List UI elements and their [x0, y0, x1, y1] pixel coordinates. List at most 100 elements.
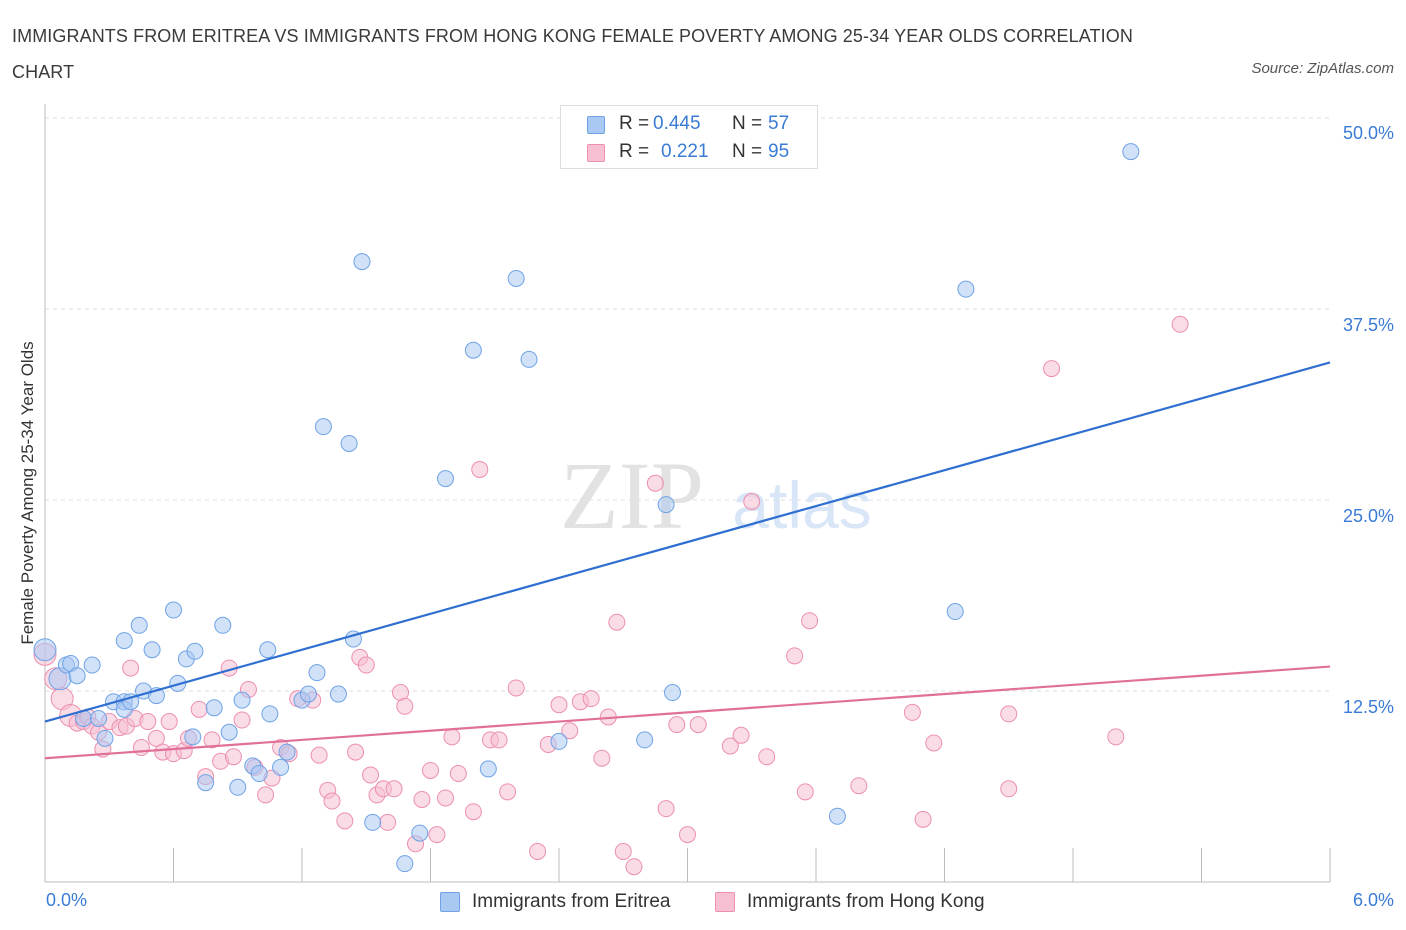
legend-swatch-hong-kong	[587, 144, 605, 162]
hong-kong-point	[668, 716, 686, 734]
trend-line-eritrea	[44, 361, 1331, 723]
hong-kong-point	[147, 729, 165, 747]
hong-kong-point	[758, 748, 776, 766]
y-axis-label: Female Poverty Among 25-34 Year Olds	[18, 341, 37, 645]
hong-kong-point	[347, 743, 365, 761]
eritrea-point	[83, 656, 101, 674]
eritrea-point	[165, 601, 182, 619]
eritrea-point	[250, 765, 268, 783]
eritrea-point	[479, 760, 497, 778]
hong-kong-point	[582, 690, 600, 708]
hong-kong-point	[336, 812, 354, 830]
legend-n-label: N =	[732, 141, 763, 162]
eritrea-point	[143, 641, 161, 659]
eritrea-point	[115, 632, 133, 650]
eritrea-point	[220, 723, 238, 741]
hong-kong-point	[499, 783, 517, 801]
hong-kong-point	[796, 783, 814, 801]
hong-kong-point	[443, 728, 461, 746]
hong-kong-point	[608, 613, 626, 631]
hong-kong-point	[679, 826, 696, 844]
eritrea-point	[299, 685, 317, 703]
hong-kong-point	[396, 697, 414, 715]
y-tick-label-25: 25.0%	[1342, 506, 1394, 526]
hong-kong-point	[436, 789, 454, 807]
hong-kong-point	[507, 679, 525, 697]
legend-r-value: 0.221	[661, 141, 709, 162]
hong-kong-point	[257, 786, 275, 804]
eritrea-point	[464, 341, 482, 359]
hong-kong-point	[561, 722, 579, 740]
legend-r-value: 0.445	[653, 113, 701, 134]
eritrea-point	[657, 496, 675, 514]
hong-kong-point	[689, 716, 707, 734]
hong-kong-point	[190, 700, 208, 718]
hong-kong-point	[529, 842, 547, 860]
eritrea-point	[214, 616, 232, 634]
hong-kong-point	[743, 493, 761, 511]
source-label: Source: ZipAtlas.com	[1251, 60, 1394, 77]
hong-kong-point	[385, 780, 403, 798]
hong-kong-point	[160, 713, 178, 731]
hong-kong-point	[449, 765, 467, 783]
eritrea-point	[272, 758, 290, 776]
hong-kong-point	[310, 746, 328, 764]
hong-kong-point	[428, 826, 446, 844]
legend-r-label: R =	[619, 141, 650, 162]
hong-kong-point	[850, 777, 868, 795]
eritrea-point	[278, 743, 296, 761]
eritrea-point	[957, 280, 975, 298]
hong-kong-point	[625, 858, 643, 876]
eritrea-point	[314, 418, 332, 436]
axes	[44, 104, 1331, 883]
bottom-legend-swatch-eritrea	[440, 892, 460, 912]
hong-kong-point	[362, 766, 380, 784]
eritrea-point	[96, 729, 114, 747]
eritrea-point	[197, 774, 215, 792]
y-tick-label-37-5: 37.5%	[1342, 315, 1394, 335]
eritrea-point	[520, 350, 538, 368]
hong-kong-point	[1043, 360, 1061, 378]
gridlines	[45, 117, 1330, 692]
hong-kong-point	[786, 647, 804, 665]
hong-kong-point	[464, 803, 482, 821]
eritrea-point	[130, 616, 148, 634]
eritrea-point	[1122, 143, 1140, 161]
eritrea-point	[340, 434, 358, 452]
hong-kong-point	[914, 810, 932, 828]
eritrea-point	[396, 855, 414, 873]
eritrea-point	[308, 664, 326, 682]
hong-kong-point	[379, 813, 397, 831]
eritrea-point	[946, 603, 964, 621]
hong-kong-point	[357, 656, 375, 674]
eritrea-point	[68, 667, 86, 685]
hong-kong-point	[1171, 315, 1189, 333]
hong-kong-point	[721, 737, 739, 755]
hong-kong-point	[1107, 728, 1125, 746]
x-tick-label-max: 6.0%	[1352, 890, 1394, 910]
eritrea-point	[828, 807, 846, 825]
watermark-zip: ZIP	[560, 442, 704, 549]
watermark: ZIP atlas	[560, 442, 872, 549]
hong-kong-point	[490, 731, 508, 749]
series-eritrea-points	[33, 143, 1140, 873]
eritrea-point	[664, 684, 682, 702]
hong-kong-point	[132, 739, 150, 757]
legend-n-label: N =	[732, 113, 763, 134]
eritrea-point	[261, 705, 279, 723]
eritrea-point	[90, 710, 108, 728]
eritrea-point	[205, 699, 223, 717]
eritrea-point	[259, 641, 277, 659]
eritrea-point	[33, 638, 57, 662]
eritrea-point	[436, 470, 454, 488]
legend-swatch-eritrea	[587, 116, 605, 134]
y-tick-label-12-5: 12.5%	[1342, 697, 1394, 717]
hong-kong-point	[203, 731, 221, 749]
hong-kong-point	[550, 696, 568, 714]
chart-title: IMMIGRANTS FROM ERITREA VS IMMIGRANTS FR…	[12, 26, 1133, 82]
bottom-legend-label-hong-kong: Immigrants from Hong Kong	[747, 891, 985, 912]
hong-kong-point	[1000, 780, 1018, 798]
hong-kong-point	[925, 734, 943, 752]
eritrea-point	[507, 269, 525, 287]
